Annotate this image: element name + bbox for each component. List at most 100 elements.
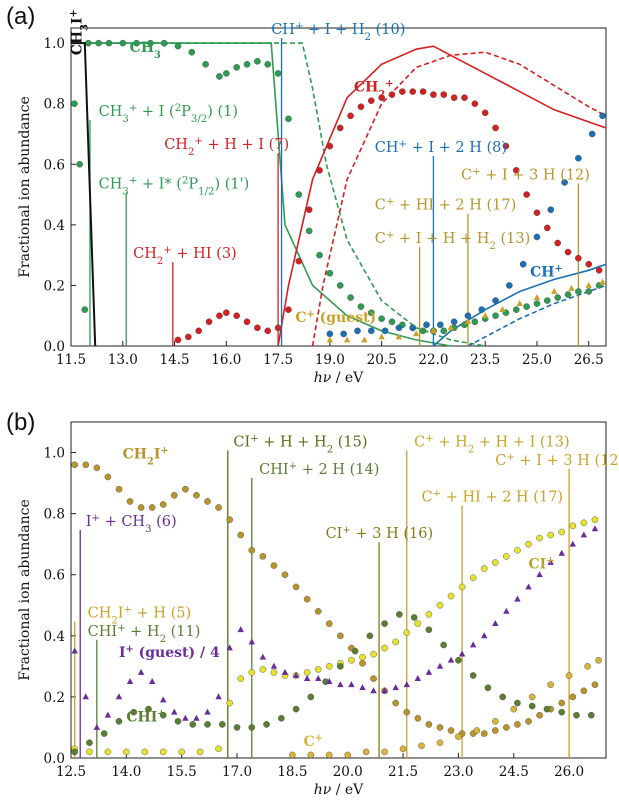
data-point [243, 61, 251, 68]
data-point [314, 608, 322, 615]
data-point [492, 297, 499, 304]
data-point [86, 739, 93, 747]
data-point [492, 559, 499, 566]
data-point [351, 647, 359, 655]
data-point [160, 696, 167, 703]
annotation-label: C+ + H2 + H + I (13) [414, 433, 570, 455]
annotation-label: C+ + HI + 2 H (17) [422, 488, 564, 506]
data-point [305, 227, 313, 235]
data-point [547, 531, 554, 539]
annotation-label: C+ + I + H + H2 (13) [375, 230, 531, 252]
data-point [326, 142, 334, 150]
data-point [137, 504, 145, 511]
data-point [307, 751, 315, 759]
x-tick-label: 11.5 [56, 352, 86, 368]
data-point [307, 693, 315, 701]
data-point [215, 693, 222, 700]
data-point [295, 191, 303, 198]
panel-b: 12.5 14.0 15.5 17.0 18.5 20.0 21.5 23.0 24.5 26.0… [6, 409, 619, 798]
data-point [337, 632, 344, 640]
data-point [159, 711, 167, 719]
panel-a: 11.5 13.0 14.5 16.0 17.5 19.0 20.5 22.0 23.5 25.0… [6, 3, 607, 386]
data-point [126, 498, 134, 505]
data-point [159, 501, 167, 508]
x-tick-label: 24.5 [499, 764, 529, 780]
data-point [326, 270, 334, 277]
data-point [370, 687, 377, 694]
data-point [195, 327, 203, 335]
data-point [481, 312, 489, 319]
data-point [340, 330, 347, 338]
data-point [388, 91, 396, 98]
data-point [71, 748, 78, 756]
model-curve [432, 263, 607, 347]
data-point [388, 318, 396, 326]
data-point [514, 595, 521, 602]
x-tick-label: 23.5 [470, 352, 500, 368]
data-point [326, 336, 334, 343]
data-point [193, 492, 200, 499]
data-point [558, 699, 566, 707]
data-point [525, 583, 532, 590]
y-tick-label: 0.2 [44, 690, 65, 706]
data-point [71, 647, 78, 654]
data-point [450, 94, 458, 101]
data-point [595, 266, 603, 274]
data-point [499, 693, 506, 701]
annotation-label: CH+ + I + 2 H (8) [375, 139, 507, 157]
y-tick-label: 0.6 [44, 157, 65, 173]
x-tick-label: 25.0 [522, 352, 552, 368]
data-point [204, 498, 211, 505]
data-point [547, 206, 555, 214]
data-point [270, 562, 278, 569]
annotation-label: I+ (guest) / 4 [119, 644, 220, 662]
data-point [281, 571, 289, 579]
y-tick-label: 0.6 [44, 568, 65, 584]
data-point [93, 464, 101, 472]
data-point [399, 88, 406, 95]
data-point [503, 553, 510, 560]
data-point [270, 662, 278, 669]
data-point [595, 656, 602, 664]
panel-label: (b) [6, 409, 35, 436]
annotation-label: CH2+ + HI (3) [133, 245, 237, 267]
data-point [599, 112, 606, 120]
data-point [425, 721, 433, 728]
data-point [337, 681, 344, 688]
data-point [588, 130, 596, 138]
data-point [503, 724, 510, 731]
data-point [492, 718, 499, 725]
data-point [295, 257, 303, 265]
data-point [185, 333, 192, 341]
data-point [573, 711, 580, 719]
data-point [278, 714, 285, 722]
x-tick-label: 17.0 [222, 764, 252, 780]
data-point [326, 678, 333, 685]
data-point [362, 748, 370, 756]
data-point [558, 528, 566, 536]
annotation-label: CH+ + I + H2 (10) [271, 21, 405, 43]
data-point [423, 321, 430, 329]
data-point [223, 70, 230, 77]
data-point [403, 629, 411, 637]
data-point [204, 708, 211, 715]
data-point [587, 711, 595, 719]
data-point [523, 191, 530, 198]
data-point [492, 124, 499, 132]
data-point [160, 39, 168, 47]
data-point [480, 565, 488, 572]
y-tick-label: 0.0 [44, 751, 65, 767]
x-tick-label: 22.0 [418, 352, 448, 368]
data-point [506, 282, 513, 289]
data-point [523, 303, 530, 310]
data-point [499, 306, 506, 313]
data-point [148, 504, 156, 511]
data-point [399, 745, 407, 753]
data-point [226, 516, 233, 524]
data-point [104, 711, 112, 718]
data-point [237, 626, 244, 633]
annotation-label: CH2+ + H + I (7) [164, 136, 289, 158]
model-curve [311, 51, 607, 347]
x-tick-label: 26.0 [554, 764, 584, 780]
data-point [254, 324, 261, 332]
